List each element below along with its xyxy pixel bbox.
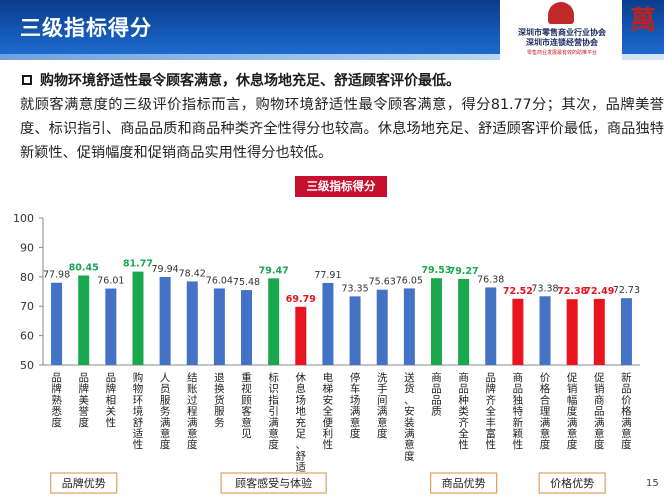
group-label: 顾客感受与体验 xyxy=(235,476,312,490)
group-box xyxy=(430,472,498,494)
bar xyxy=(403,288,415,365)
bar xyxy=(349,296,361,365)
bar-value-label: 72.38 xyxy=(557,286,587,297)
category-label: 商品独特新颖性 xyxy=(513,371,524,451)
bar xyxy=(376,289,388,365)
bar-value-label: 76.05 xyxy=(396,275,423,286)
bar xyxy=(132,271,144,365)
group-label: 价格优势 xyxy=(550,476,594,490)
y-tick-label: 100 xyxy=(13,212,34,225)
y-tick-label: 70 xyxy=(20,300,34,313)
category-label: 重视顾客意见 xyxy=(241,371,252,440)
square-bullet-icon xyxy=(22,75,32,85)
bar-value-label: 76.04 xyxy=(206,275,233,286)
bar-value-label: 76.38 xyxy=(477,274,504,285)
category-label: 新品价格满意度 xyxy=(621,371,632,451)
category-label: 商品品质 xyxy=(431,371,442,418)
bar-value-label: 72.73 xyxy=(613,285,640,296)
bar xyxy=(512,298,524,365)
bar-value-label: 80.45 xyxy=(69,262,99,273)
category-label: 结账过程满意度 xyxy=(187,371,198,451)
group-label: 商品优势 xyxy=(442,476,486,490)
category-label: 品牌齐全丰富性 xyxy=(486,372,497,451)
category-label: 促销幅度满意度 xyxy=(567,371,578,451)
key-finding: 购物环境舒适性最令顾客满意，休息场地充足、舒适顾客评价最低。 xyxy=(22,70,460,90)
bar-value-label: 79.53 xyxy=(421,265,451,276)
bar xyxy=(78,275,90,365)
score-bar-chart: 50 60 70 80 90 100 77.98 品牌熟悉度 80.45 品牌美誉度 76.01 品牌… xyxy=(13,212,640,494)
bar-value-label: 79.94 xyxy=(152,264,179,275)
bar-value-label: 69.79 xyxy=(286,294,316,305)
logo-line-1: 深圳市零售商业行业协会 xyxy=(518,28,606,37)
bar-value-label: 72.52 xyxy=(503,286,533,297)
category-label: 电梯安全便利性 xyxy=(323,371,334,451)
category-label: 促销商品满意度 xyxy=(594,371,605,451)
category-label: 停车场满意度 xyxy=(350,371,361,440)
bar-value-label: 75.63 xyxy=(369,277,396,288)
bar-value-label: 77.91 xyxy=(314,270,341,281)
bar xyxy=(268,278,280,365)
category-label: 品牌美誉度 xyxy=(78,372,89,429)
logo-line-3: 零售商业发展最有效的助推平台 xyxy=(526,50,597,56)
page-number: 15 xyxy=(646,478,659,489)
bar-value-label: 75.48 xyxy=(233,277,260,288)
y-tick-label: 80 xyxy=(20,271,34,284)
category-label: 价格合理满意度 xyxy=(540,372,551,451)
bar-value-label: 79.27 xyxy=(449,266,479,277)
bar xyxy=(213,288,225,365)
key-finding-text: 购物环境舒适性最令顾客满意，休息场地充足、舒适顾客评价最低。 xyxy=(40,73,460,89)
chart-title-banner: 三级指标得分 xyxy=(295,176,387,197)
summary-paragraph: 就顾客满意度的三级评价指标而言，购物环境舒适性最令顾客满意，得分81.77分；其… xyxy=(20,97,664,161)
group-box xyxy=(220,472,327,494)
category-label: 商品种类齐全性 xyxy=(458,371,469,451)
bar xyxy=(51,282,63,365)
logo-line-2: 深圳市连锁经营协会 xyxy=(526,38,598,47)
bar xyxy=(241,290,253,365)
category-label: 休息场地充足、舒适 xyxy=(296,372,307,474)
group-box xyxy=(538,472,606,494)
header-rule xyxy=(0,54,664,60)
bar xyxy=(430,278,442,365)
category-label: 送货、安装满意度 xyxy=(404,371,415,462)
bar xyxy=(458,278,470,365)
logo-character: 萬 xyxy=(630,6,657,36)
bar xyxy=(105,288,117,365)
bar xyxy=(159,276,171,365)
bar-value-label: 81.77 xyxy=(123,259,153,270)
bar-value-label: 72.49 xyxy=(584,286,614,297)
y-tick-label: 90 xyxy=(20,241,34,254)
y-tick-label: 60 xyxy=(20,330,34,343)
category-label: 人员服务满意度 xyxy=(160,372,171,451)
category-label: 标识指引满意度 xyxy=(268,372,279,451)
bar xyxy=(322,282,334,365)
association-logo: 深圳市零售商业行业协会 深圳市连锁经营协会 零售商业发展最有效的助推平台 xyxy=(500,0,622,60)
group-label: 品牌优势 xyxy=(62,476,106,490)
bar xyxy=(566,299,578,365)
bar-value-label: 77.98 xyxy=(43,270,70,281)
logo-emblem-icon xyxy=(548,2,574,24)
bar-value-label: 73.35 xyxy=(341,283,368,294)
bar-value-label: 78.42 xyxy=(179,268,206,279)
bar xyxy=(593,298,605,365)
category-label: 品牌熟悉度 xyxy=(51,372,62,429)
y-tick-label: 50 xyxy=(20,359,34,372)
bar xyxy=(295,306,307,365)
page-title: 三级指标得分 xyxy=(20,16,152,40)
category-label: 品牌相关性 xyxy=(106,372,117,429)
bar xyxy=(186,281,198,365)
category-label: 洗手间满意度 xyxy=(377,372,388,440)
bar-value-label: 73.38 xyxy=(531,283,558,294)
group-box xyxy=(50,472,118,494)
bar-value-label: 76.01 xyxy=(97,276,124,287)
bar xyxy=(485,287,497,365)
bar-value-label: 79.47 xyxy=(259,265,289,276)
category-label: 退换货服务 xyxy=(214,372,225,429)
category-label: 购物环境舒适性 xyxy=(133,371,144,451)
bar xyxy=(620,298,632,365)
bar xyxy=(539,296,551,365)
